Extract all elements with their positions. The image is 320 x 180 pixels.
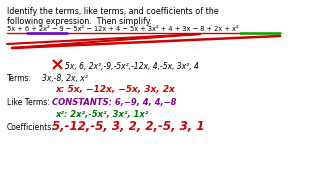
Text: 5x + 6 + 2x² − 9 − 5x² − 12x + 4 − 5x + 3x² + 4 + 3x − 8 + 2x + x²: 5x + 6 + 2x² − 9 − 5x² − 12x + 4 − 5x + … [7, 26, 239, 32]
Text: Like Terms:: Like Terms: [7, 98, 50, 107]
Text: x: 5x, −12x, −5x, 3x, 2x: x: 5x, −12x, −5x, 3x, 2x [55, 85, 175, 94]
Text: ×: × [50, 56, 65, 74]
Text: Terms:: Terms: [7, 74, 32, 83]
Text: Coefficients:: Coefficients: [7, 123, 55, 132]
Text: 5,-12,-5, 3, 2, 2,-5, 3, 1: 5,-12,-5, 3, 2, 2,-5, 3, 1 [52, 120, 204, 133]
Text: 5x, 6, 2x²,-9,-5x²,-12x, 4,-5x, 3x², 4: 5x, 6, 2x²,-9,-5x²,-12x, 4,-5x, 3x², 4 [65, 62, 199, 71]
Text: 3x,-8, 2x, x²: 3x,-8, 2x, x² [42, 74, 88, 83]
Text: x²: 2x²,-5x², 3x², 1x²: x²: 2x²,-5x², 3x², 1x² [55, 110, 148, 119]
Text: following expression.  Then simplify.: following expression. Then simplify. [7, 17, 152, 26]
Text: CONSTANTS: 6,−9, 4, 4,−8: CONSTANTS: 6,−9, 4, 4,−8 [52, 98, 177, 107]
Text: Identify the terms, like terms, and coefficients of the: Identify the terms, like terms, and coef… [7, 7, 219, 16]
